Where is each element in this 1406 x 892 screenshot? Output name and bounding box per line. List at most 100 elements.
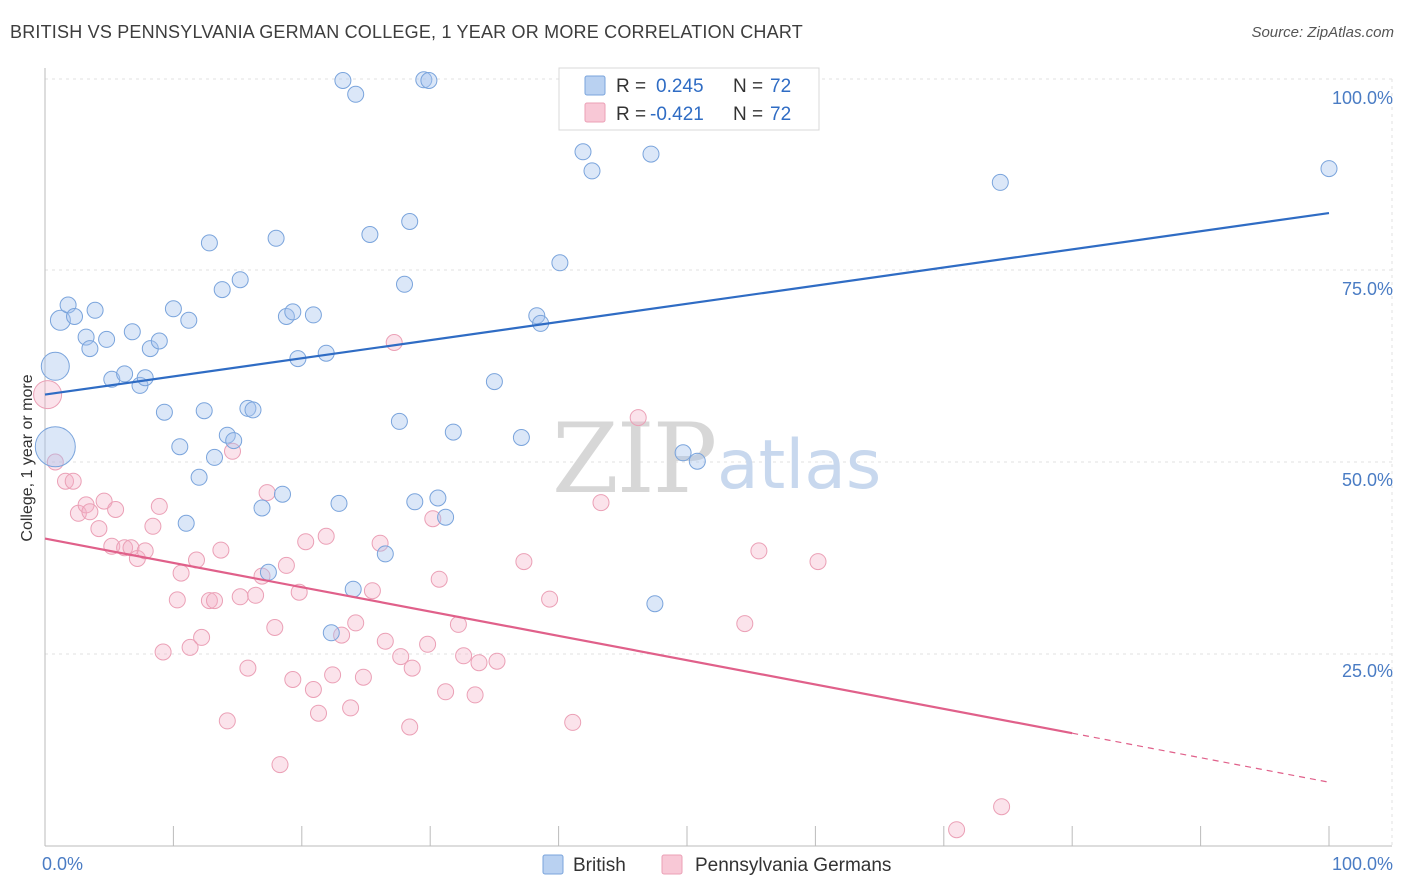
british-point <box>259 563 277 581</box>
british-point <box>1320 160 1338 178</box>
british-point <box>551 254 569 272</box>
british-point <box>66 308 83 325</box>
pgerman-points <box>33 334 1011 839</box>
axes <box>44 68 1392 847</box>
source-label: Source: ZipAtlas.com <box>1251 24 1394 41</box>
legend-r-value-british: 0.245 <box>656 76 704 97</box>
trend-lines <box>44 211 1330 783</box>
pgerman-point <box>564 713 582 731</box>
pgerman-point <box>64 472 82 490</box>
legend-n-value-pgerman: 72 <box>770 104 791 125</box>
british-point <box>225 432 243 450</box>
british-point <box>401 213 419 230</box>
legend: R = 0.245 N = 72 R = -0.421 N = 72 <box>558 67 820 131</box>
british-point <box>164 300 182 318</box>
british-point <box>406 493 424 511</box>
british-point <box>244 401 262 419</box>
british-point <box>415 71 433 89</box>
british-point <box>86 301 104 319</box>
british-point <box>512 429 530 446</box>
bottom-legend-label-pgerman: Pennsylvania Germans <box>695 855 891 876</box>
pgerman-point <box>430 570 448 588</box>
legend-n-value-british: 72 <box>770 76 791 97</box>
pgerman-point <box>541 590 559 608</box>
pgerman-point <box>324 666 342 684</box>
british-point <box>574 143 592 161</box>
pgerman-point <box>297 533 315 551</box>
british-point <box>429 489 447 507</box>
bottom-legend: British Pennsylvania Germans <box>542 854 891 876</box>
pgerman-trend-line-dashed <box>1072 732 1330 783</box>
pgerman-point <box>212 541 230 559</box>
british-point <box>444 423 462 441</box>
pgerman-point <box>342 699 360 717</box>
pgerman-point <box>239 659 257 677</box>
pgerman-point <box>247 586 265 604</box>
pgerman-point <box>347 614 365 632</box>
legend-r-label-pgerman: R = <box>616 104 646 125</box>
pgerman-point <box>95 492 113 510</box>
british-point <box>40 351 70 381</box>
pgerman-point <box>231 588 249 606</box>
pgerman-point <box>271 756 289 774</box>
pgerman-point <box>266 619 284 636</box>
pgerman-point <box>150 497 168 515</box>
legend-n-label-british: N = <box>733 76 763 97</box>
pgerman-point <box>809 553 827 571</box>
bottom-legend-label-british: British <box>573 855 626 876</box>
british-point <box>396 275 413 293</box>
british-point <box>116 365 134 383</box>
pgerman-point <box>154 643 172 661</box>
legend-swatch-pgerman <box>584 102 606 123</box>
pgerman-point <box>424 510 442 528</box>
pgerman-point <box>200 592 218 610</box>
pgerman-point <box>218 712 236 730</box>
pgerman-point <box>354 668 372 686</box>
british-point <box>267 229 285 247</box>
pgerman-point <box>385 334 403 351</box>
british-point <box>674 444 692 462</box>
pgerman-point <box>363 582 381 600</box>
british-point <box>361 226 379 243</box>
pgerman-point <box>304 681 322 698</box>
y-axis-label: College, 1 year or more <box>19 374 36 541</box>
pgerman-point <box>317 527 335 545</box>
bottom-legend-swatch-pgerman <box>661 854 683 875</box>
pgerman-point <box>419 635 437 653</box>
y-tick-label-50: 50.0% <box>1342 470 1393 490</box>
pgerman-point <box>371 534 389 552</box>
british-points <box>34 70 1338 642</box>
pgerman-trend-line <box>44 537 1073 735</box>
y-tick-label-100: 100.0% <box>1332 88 1393 108</box>
pgerman-point <box>168 591 186 609</box>
bottom-legend-swatch-british <box>542 854 564 875</box>
british-point <box>123 323 141 341</box>
legend-swatch-british <box>584 75 606 96</box>
pgerman-point <box>488 652 506 670</box>
british-point <box>322 624 340 642</box>
pgerman-point <box>333 626 351 644</box>
british-point <box>150 332 168 350</box>
y-tick-label-75: 75.0% <box>1342 279 1393 299</box>
british-point <box>171 438 189 456</box>
pgerman-point <box>206 592 223 610</box>
british-point <box>180 311 198 329</box>
pgerman-point <box>258 484 276 502</box>
british-point <box>304 306 322 324</box>
british-trend-line <box>44 211 1330 396</box>
pgerman-point <box>437 683 455 701</box>
british-point <box>136 369 154 387</box>
pgerman-point <box>592 494 610 512</box>
british-point <box>642 145 660 163</box>
british-point <box>98 330 116 348</box>
pgerman-point <box>466 686 484 704</box>
pgerman-point <box>193 628 211 646</box>
british-point <box>330 494 348 512</box>
pgerman-point <box>392 648 410 666</box>
pgerman-point <box>172 564 190 582</box>
british-point <box>334 72 352 89</box>
british-point <box>155 403 173 421</box>
british-point <box>376 545 394 563</box>
british-point <box>347 85 365 103</box>
